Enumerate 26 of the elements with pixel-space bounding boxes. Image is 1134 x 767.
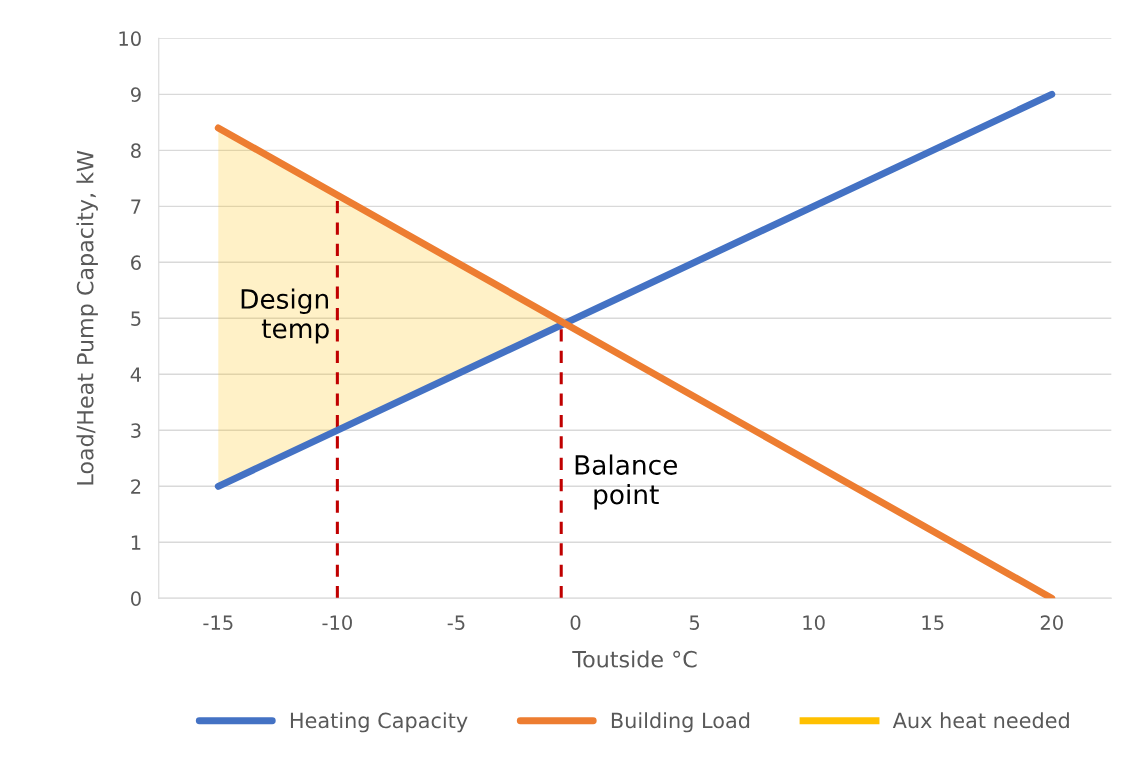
x-tick-label: -5 bbox=[447, 615, 465, 630]
x-tick-label: 5 bbox=[689, 615, 700, 630]
y-tick-label: 8 bbox=[131, 143, 141, 158]
y-tick-label: 6 bbox=[131, 255, 141, 270]
x-axis-title: Toutside °C bbox=[572, 650, 697, 668]
x-tick-label: 0 bbox=[570, 615, 581, 630]
legend-label: Aux heat needed bbox=[892, 712, 1069, 729]
y-tick-label: 4 bbox=[130, 367, 141, 382]
legend-label: Heating Capacity bbox=[290, 712, 468, 733]
x-tick-label: -10 bbox=[322, 615, 352, 630]
y-tick-label: 0 bbox=[131, 591, 141, 606]
legend-label: Building Load bbox=[611, 712, 750, 733]
x-tick-label: 15 bbox=[922, 615, 944, 630]
x-tick-label: -15 bbox=[203, 615, 233, 630]
y-tick-label: 2 bbox=[131, 479, 141, 494]
y-tick-label: 1 bbox=[131, 535, 141, 550]
y-tick-label: 7 bbox=[131, 199, 141, 214]
y-tick-label: 9 bbox=[130, 87, 141, 102]
x-tick-label: 10 bbox=[803, 615, 825, 630]
ref-line-label: Design temp bbox=[241, 288, 329, 344]
y-axis-title: Load/Heat Pump Capacity, kW bbox=[76, 150, 98, 485]
y-tick-label: 10 bbox=[119, 31, 141, 47]
x-tick-label: 20 bbox=[1040, 615, 1063, 630]
y-tick-label: 3 bbox=[131, 423, 141, 438]
ref-line-label: Balance point bbox=[575, 454, 677, 510]
y-tick-label: 5 bbox=[131, 311, 141, 326]
